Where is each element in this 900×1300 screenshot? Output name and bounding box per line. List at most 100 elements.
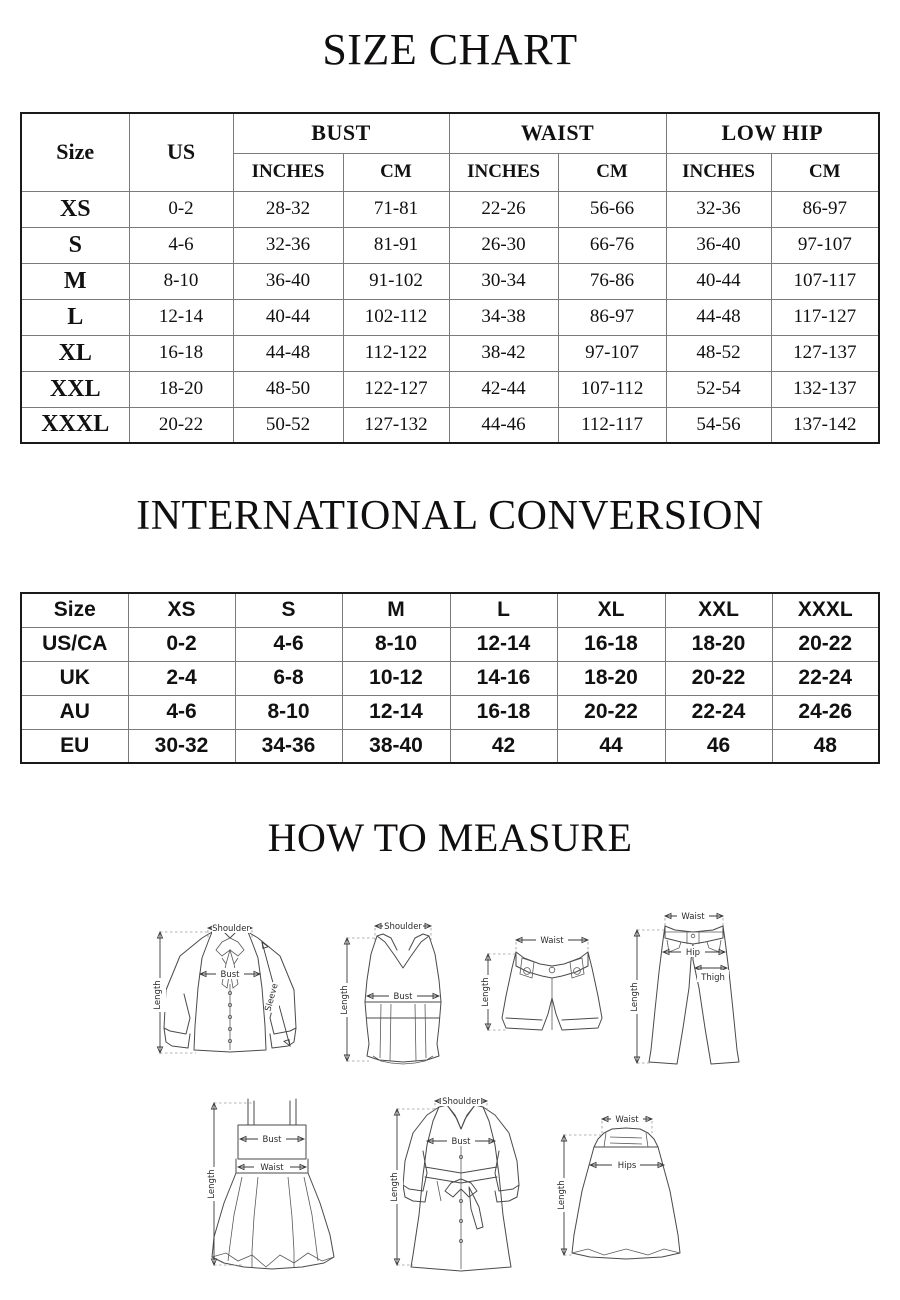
- cell-waist-inches: 34-38: [448, 298, 559, 336]
- header-group-waist: WAIST: [448, 112, 667, 154]
- cell-bust-inches: 28-32: [232, 190, 344, 228]
- label-length: Length: [630, 982, 640, 1011]
- size-chart-table: Size US BUST WAIST LOW HIP INCHES CM INC…: [20, 112, 881, 444]
- intl-cell: 20-22: [664, 660, 773, 696]
- page-title-size-chart: SIZE CHART: [322, 25, 578, 74]
- table-header-row-units: INCHES CM INCHES CM INCHES CM: [21, 152, 880, 192]
- cell-bust-cm: 102-112: [342, 298, 450, 336]
- label-hips: Hips: [618, 1161, 637, 1171]
- cell-us: 8-10: [128, 262, 234, 300]
- figure-pants: Waist Hip Thigh Length: [625, 898, 760, 1073]
- international-conversion-table-wrapper: Size XS S M L XL XXL XXXL US/CA 0-2 4-6 8-10 12-14 1…: [20, 592, 880, 764]
- intl-cell: 46: [664, 728, 773, 764]
- intl-cell: 4-6: [127, 694, 236, 730]
- cell-size: XL: [20, 334, 130, 372]
- cell-waist-cm: 97-107: [557, 334, 667, 372]
- cell-waist-cm: 76-86: [557, 262, 667, 300]
- intl-cell: 6-8: [234, 660, 343, 696]
- table-row: L 12-14 40-44 102-112 34-38 86-97 44-48 117-127: [20, 298, 880, 336]
- cell-waist-cm: 56-66: [557, 190, 667, 228]
- label-shoulder: Shoulder: [384, 922, 422, 932]
- label-bust: Bust: [221, 970, 241, 980]
- cell-bust-inches: 44-48: [232, 334, 344, 372]
- table-row: XXL 18-20 48-50 122-127 42-44 107-112 52-54 132…: [20, 370, 880, 408]
- intl-cell: 20-22: [771, 626, 880, 662]
- intl-cell: 30-32: [127, 728, 236, 764]
- intl-table-body: US/CA 0-2 4-6 8-10 12-14 16-18 18-20 20-22 UK 2-4…: [20, 626, 880, 764]
- header-waist-cm: CM: [557, 152, 667, 192]
- intl-cell: 4-6: [234, 626, 343, 662]
- table-row: XXXL 20-22 50-52 127-132 44-46 112-117 54-56 13…: [20, 406, 880, 444]
- intl-row-region: EU: [20, 728, 129, 764]
- intl-cell: 8-10: [341, 626, 451, 662]
- table-row: EU 30-32 34-36 38-40 42 44 46 48: [20, 728, 880, 764]
- intl-header-m: M: [341, 592, 451, 628]
- intl-header-l: L: [449, 592, 558, 628]
- header-group-low-hip: LOW HIP: [665, 112, 880, 154]
- cell-hip-cm: 127-137: [770, 334, 880, 372]
- header-hip-inches: INCHES: [665, 152, 772, 192]
- intl-header-size: Size: [20, 592, 129, 628]
- cell-waist-inches: 44-46: [448, 406, 559, 444]
- intl-cell: 14-16: [449, 660, 558, 696]
- label-length: Length: [557, 1180, 567, 1209]
- label-bust: Bust: [452, 1137, 472, 1147]
- cell-us: 4-6: [128, 226, 234, 264]
- intl-cell: 0-2: [127, 626, 236, 662]
- header-us: US: [128, 112, 234, 192]
- table-row: AU 4-6 8-10 12-14 16-18 20-22 22-24 24-26: [20, 694, 880, 730]
- label-bust: Bust: [394, 992, 414, 1002]
- intl-cell: 44: [556, 728, 666, 764]
- intl-cell: 22-24: [664, 694, 773, 730]
- cell-hip-inches: 40-44: [665, 262, 772, 300]
- label-length: Length: [207, 1169, 217, 1198]
- cell-size: XS: [20, 190, 130, 228]
- intl-header-xxl: XXL: [664, 592, 773, 628]
- intl-cell: 20-22: [556, 694, 666, 730]
- cell-bust-cm: 91-102: [342, 262, 450, 300]
- intl-header-xl: XL: [556, 592, 666, 628]
- intl-cell: 34-36: [234, 728, 343, 764]
- intl-row-region: UK: [20, 660, 129, 696]
- header-bust-cm: CM: [342, 152, 450, 192]
- header-group-bust: BUST: [232, 112, 450, 154]
- cell-hip-inches: 32-36: [665, 190, 772, 228]
- intl-cell: 38-40: [341, 728, 451, 764]
- cell-bust-inches: 50-52: [232, 406, 344, 444]
- intl-cell: 8-10: [234, 694, 343, 730]
- figure-dress: Bust Waist Length: [200, 1085, 350, 1280]
- cell-waist-inches: 26-30: [448, 226, 559, 264]
- intl-cell: 16-18: [556, 626, 666, 662]
- cell-bust-cm: 112-122: [342, 334, 450, 372]
- cell-size: XXL: [20, 370, 130, 408]
- intl-table-header-row: Size XS S M L XL XXL XXXL: [20, 592, 880, 628]
- label-bust: Bust: [263, 1135, 283, 1145]
- figure-blouse: Shoulder Bust Length Sleeve: [150, 898, 310, 1073]
- cell-us: 20-22: [128, 406, 234, 444]
- table-row: S 4-6 32-36 81-91 26-30 66-76 36-40 97-107: [20, 226, 880, 264]
- label-shoulder: Shoulder: [212, 924, 250, 934]
- table-row: XS 0-2 28-32 71-81 22-26 56-66 32-36 86-97: [20, 190, 880, 228]
- cell-hip-cm: 117-127: [770, 298, 880, 336]
- cell-bust-cm: 127-132: [342, 406, 450, 444]
- cell-waist-inches: 38-42: [448, 334, 559, 372]
- size-chart-table-body: XS 0-2 28-32 71-81 22-26 56-66 32-36 86-97 S 4-6 3…: [20, 190, 880, 444]
- cell-hip-inches: 36-40: [665, 226, 772, 264]
- how-to-measure-illustrations: Shoulder Bust Length Sleeve: [0, 880, 900, 1290]
- figure-skirt: Waist Hips Length: [548, 1095, 693, 1270]
- label-thigh: Thigh: [700, 973, 725, 983]
- cell-bust-cm: 81-91: [342, 226, 450, 264]
- cell-bust-cm: 71-81: [342, 190, 450, 228]
- cell-waist-inches: 42-44: [448, 370, 559, 408]
- page-title-how-to-measure: HOW TO MEASURE: [267, 815, 633, 860]
- cell-hip-inches: 44-48: [665, 298, 772, 336]
- label-shoulder: Shoulder: [442, 1097, 480, 1107]
- intl-cell: 10-12: [341, 660, 451, 696]
- cell-bust-inches: 32-36: [232, 226, 344, 264]
- intl-row-region: AU: [20, 694, 129, 730]
- label-waist: Waist: [260, 1163, 284, 1173]
- cell-us: 18-20: [128, 370, 234, 408]
- cell-waist-cm: 107-112: [557, 370, 667, 408]
- intl-cell: 16-18: [449, 694, 558, 730]
